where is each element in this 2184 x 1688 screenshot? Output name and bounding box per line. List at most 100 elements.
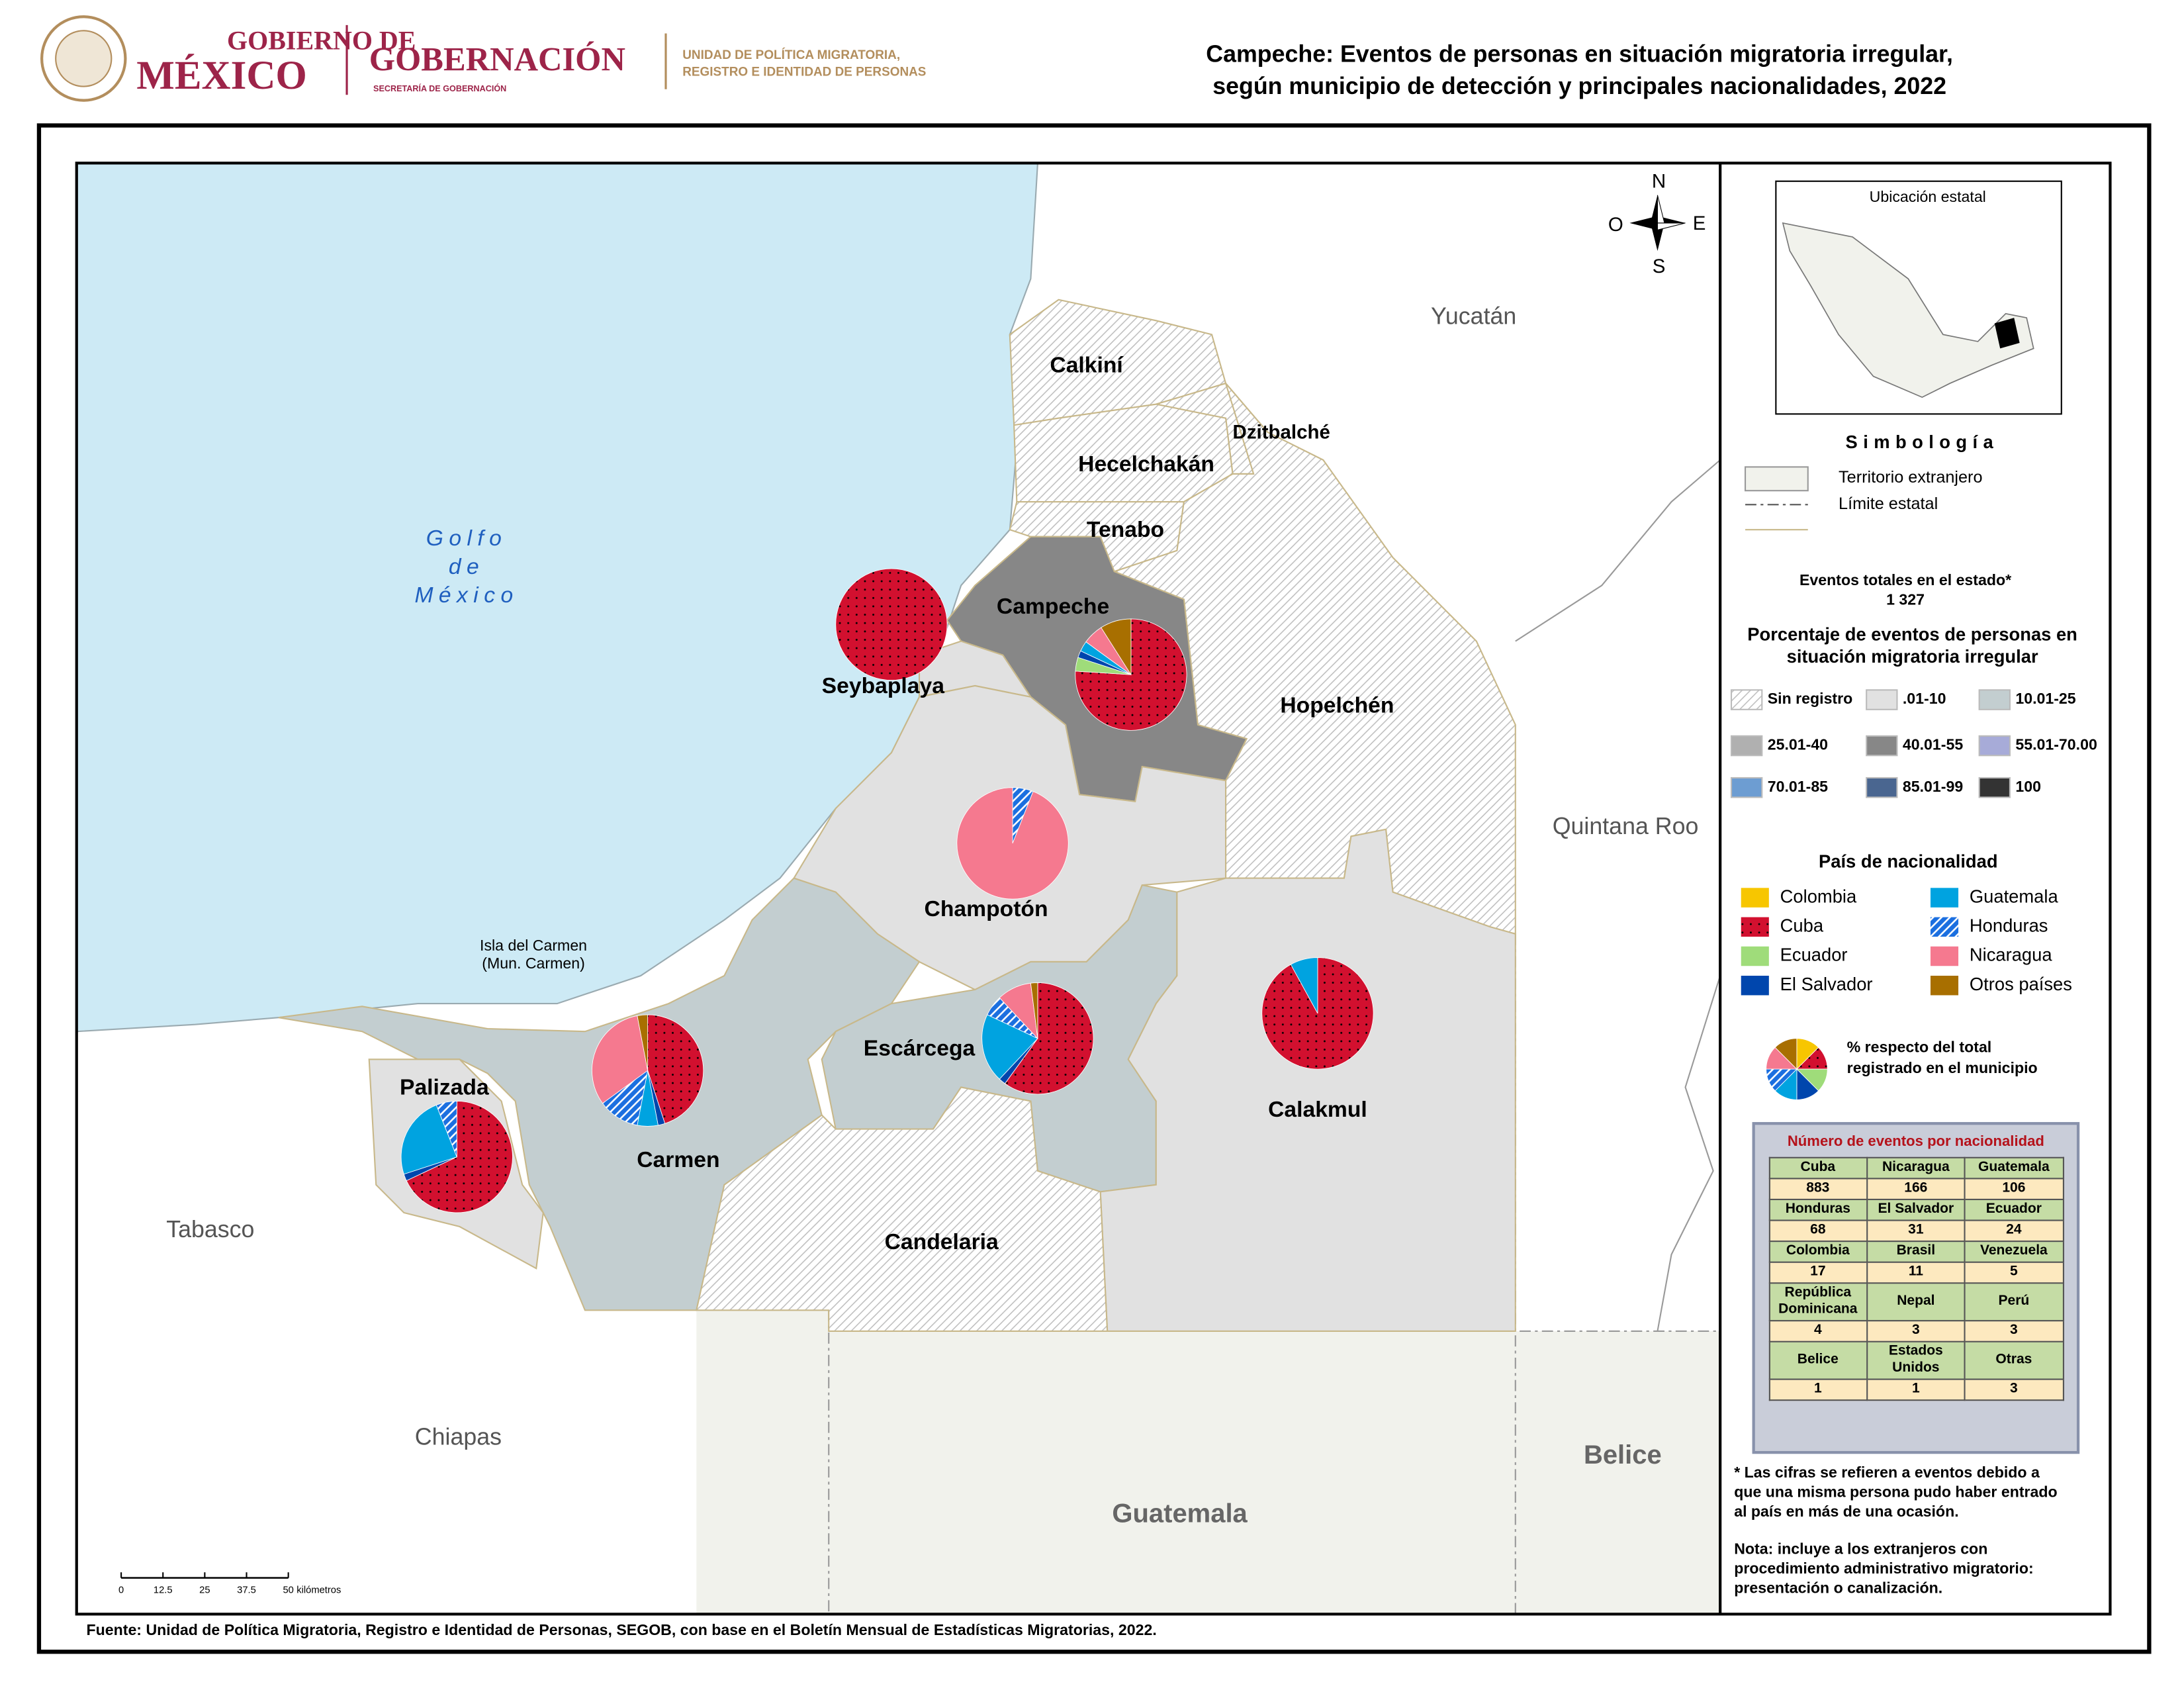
- pie-slice: [592, 1015, 649, 1104]
- pie-slice: [1004, 982, 1094, 1095]
- note-line: que una misma persona pudo haber entrado: [1734, 1483, 2057, 1500]
- pie-slice: [1030, 982, 1038, 1039]
- pie-slice: [406, 1101, 513, 1213]
- neighbor-label: Yucatán: [1431, 303, 1516, 330]
- title: Campeche: Eventos de personas en situaci…: [1206, 41, 1953, 68]
- table-nationality: Perú: [1964, 1282, 2064, 1322]
- neighbor-label: Quintana Roo: [1553, 813, 1699, 839]
- nationality-label: Honduras: [1970, 915, 2048, 936]
- class-swatch: [1978, 735, 2011, 757]
- pie-note: registrado en el municipio: [1847, 1059, 2038, 1076]
- table-value: 3: [1866, 1320, 1966, 1342]
- table-nationality: Nepal: [1866, 1282, 1966, 1322]
- table-row: Cuba Nicaragua Guatemala: [1768, 1156, 2064, 1180]
- class-swatch: [1866, 689, 1898, 710]
- inset-mexico: [1782, 222, 2034, 399]
- scale-tick-label: 37.5: [237, 1585, 256, 1595]
- nationality-swatch: [1741, 975, 1769, 996]
- emblem: [40, 15, 127, 102]
- table-nationality: Otras: [1964, 1340, 2064, 1380]
- table-row: Honduras El Salvador Ecuador: [1768, 1198, 2064, 1221]
- table-nationality: Estados Unidos: [1866, 1340, 1966, 1380]
- nationality-swatch: [1741, 888, 1769, 908]
- unit-line: UNIDAD DE POLÍTICA MIGRATORIA,: [682, 48, 900, 62]
- municipality-label: Escárcega: [864, 1036, 976, 1060]
- table-nationality: República Dominicana: [1768, 1282, 1868, 1322]
- municipality-label: Hopelchén: [1280, 693, 1394, 718]
- nationality-swatch: [1930, 975, 1959, 996]
- coast: [1657, 975, 1721, 1332]
- municipality-label: Tenabo: [1087, 518, 1164, 542]
- table-row: Colombia Brasil Venezuela: [1768, 1241, 2064, 1263]
- state-limit-label: Límite estatal: [1839, 494, 1938, 513]
- table-row: 17 11 5: [1768, 1261, 2064, 1284]
- table-value: 1: [1768, 1378, 1868, 1401]
- map-frame: [75, 162, 2112, 1616]
- pie-slice: [835, 568, 948, 681]
- note-line: Nota: incluye a los extranjeros con: [1734, 1540, 1987, 1558]
- class-label: Sin registro: [1768, 690, 1853, 707]
- sea-label: de: [449, 555, 484, 579]
- class-label: 55.01-70.00: [2015, 736, 2097, 753]
- municipality-label: Dzitbalché: [1233, 422, 1330, 444]
- nationality-swatch: [1930, 888, 1959, 908]
- note-line: al país en más de una ocasión.: [1734, 1503, 1958, 1520]
- table-value: 3: [1964, 1320, 2064, 1342]
- scale-unit: kilómetros: [296, 1585, 341, 1595]
- foreign-territory: [1515, 1331, 1721, 1615]
- total-label: Eventos totales en el estado*: [1799, 571, 2011, 588]
- pie-slice: [1290, 957, 1318, 1014]
- municipality-label: Hecelchakán: [1078, 452, 1214, 477]
- class-swatch: [1730, 735, 1763, 757]
- foreign-territory: [696, 1310, 829, 1615]
- gov-line: GOBIERNO DE: [227, 25, 416, 55]
- pie-slice: [647, 1014, 704, 1124]
- table-title: Número de eventos por nacionalidad: [1787, 1133, 2044, 1150]
- scale-tick-label: 12.5: [154, 1585, 173, 1595]
- neighbor-label: Tabasco: [166, 1216, 254, 1243]
- municipality-label: Calakmul: [1268, 1098, 1367, 1122]
- table-value: 1: [1866, 1378, 1966, 1401]
- table-nationality: Guatemala: [1964, 1156, 2064, 1180]
- compass: [1657, 222, 1686, 231]
- ministry-sub: SECRETARÍA DE GOBERNACIÓN: [373, 83, 506, 93]
- table-nationality: Venezuela: [1964, 1241, 2064, 1263]
- compass-s: S: [1653, 256, 1666, 277]
- municipality-label: Seybaplaya: [822, 674, 945, 698]
- table-value: 166: [1866, 1178, 1966, 1201]
- nationality-label: El Salvador: [1780, 974, 1873, 994]
- compass-n: N: [1652, 171, 1666, 193]
- class-label: 70.01-85: [1768, 778, 1828, 795]
- table-nationality: Belice: [1768, 1340, 1868, 1380]
- class-swatch: [1730, 689, 1763, 710]
- municipality-label: Champotón: [925, 897, 1048, 921]
- table-nationality: Ecuador: [1964, 1198, 2064, 1221]
- nationality-swatch: [1741, 946, 1769, 966]
- class-swatch: [1866, 776, 1898, 798]
- pie-slice: [1075, 618, 1187, 731]
- nationality-label: Colombia: [1780, 886, 1857, 906]
- class-label: 40.01-55: [1903, 736, 1963, 753]
- foreign-label: Territorio extranjero: [1839, 468, 1982, 487]
- table-row: Belice Estados Unidos Otras: [1768, 1340, 2064, 1380]
- sea-label: México: [414, 583, 518, 608]
- municipality-label: Palizada: [400, 1075, 489, 1100]
- inset-title: Ubicación estatal: [1870, 188, 1986, 205]
- table-value: 68: [1768, 1219, 1868, 1243]
- title: según municipio de detección y principal…: [1212, 73, 1946, 99]
- pie-slice: [956, 787, 1069, 900]
- table-value: 3: [1964, 1378, 2064, 1401]
- class-label: 100: [2015, 778, 2041, 795]
- foreign-swatch: [1744, 466, 1809, 492]
- table-nationality: Cuba: [1768, 1156, 1868, 1180]
- table-value: 24: [1964, 1219, 2064, 1243]
- foreign-territory: [829, 1331, 1516, 1615]
- nationality-label: Ecuador: [1780, 945, 1848, 965]
- pie-slice: [981, 1014, 1038, 1080]
- classes-title: situación migratoria irregular: [1787, 646, 2038, 667]
- table-nationality: Nicaragua: [1866, 1156, 1966, 1180]
- class-swatch: [1730, 776, 1763, 798]
- note-line: procedimiento administrativo migratorio:: [1734, 1560, 2033, 1577]
- class-label: 10.01-25: [2015, 690, 2075, 707]
